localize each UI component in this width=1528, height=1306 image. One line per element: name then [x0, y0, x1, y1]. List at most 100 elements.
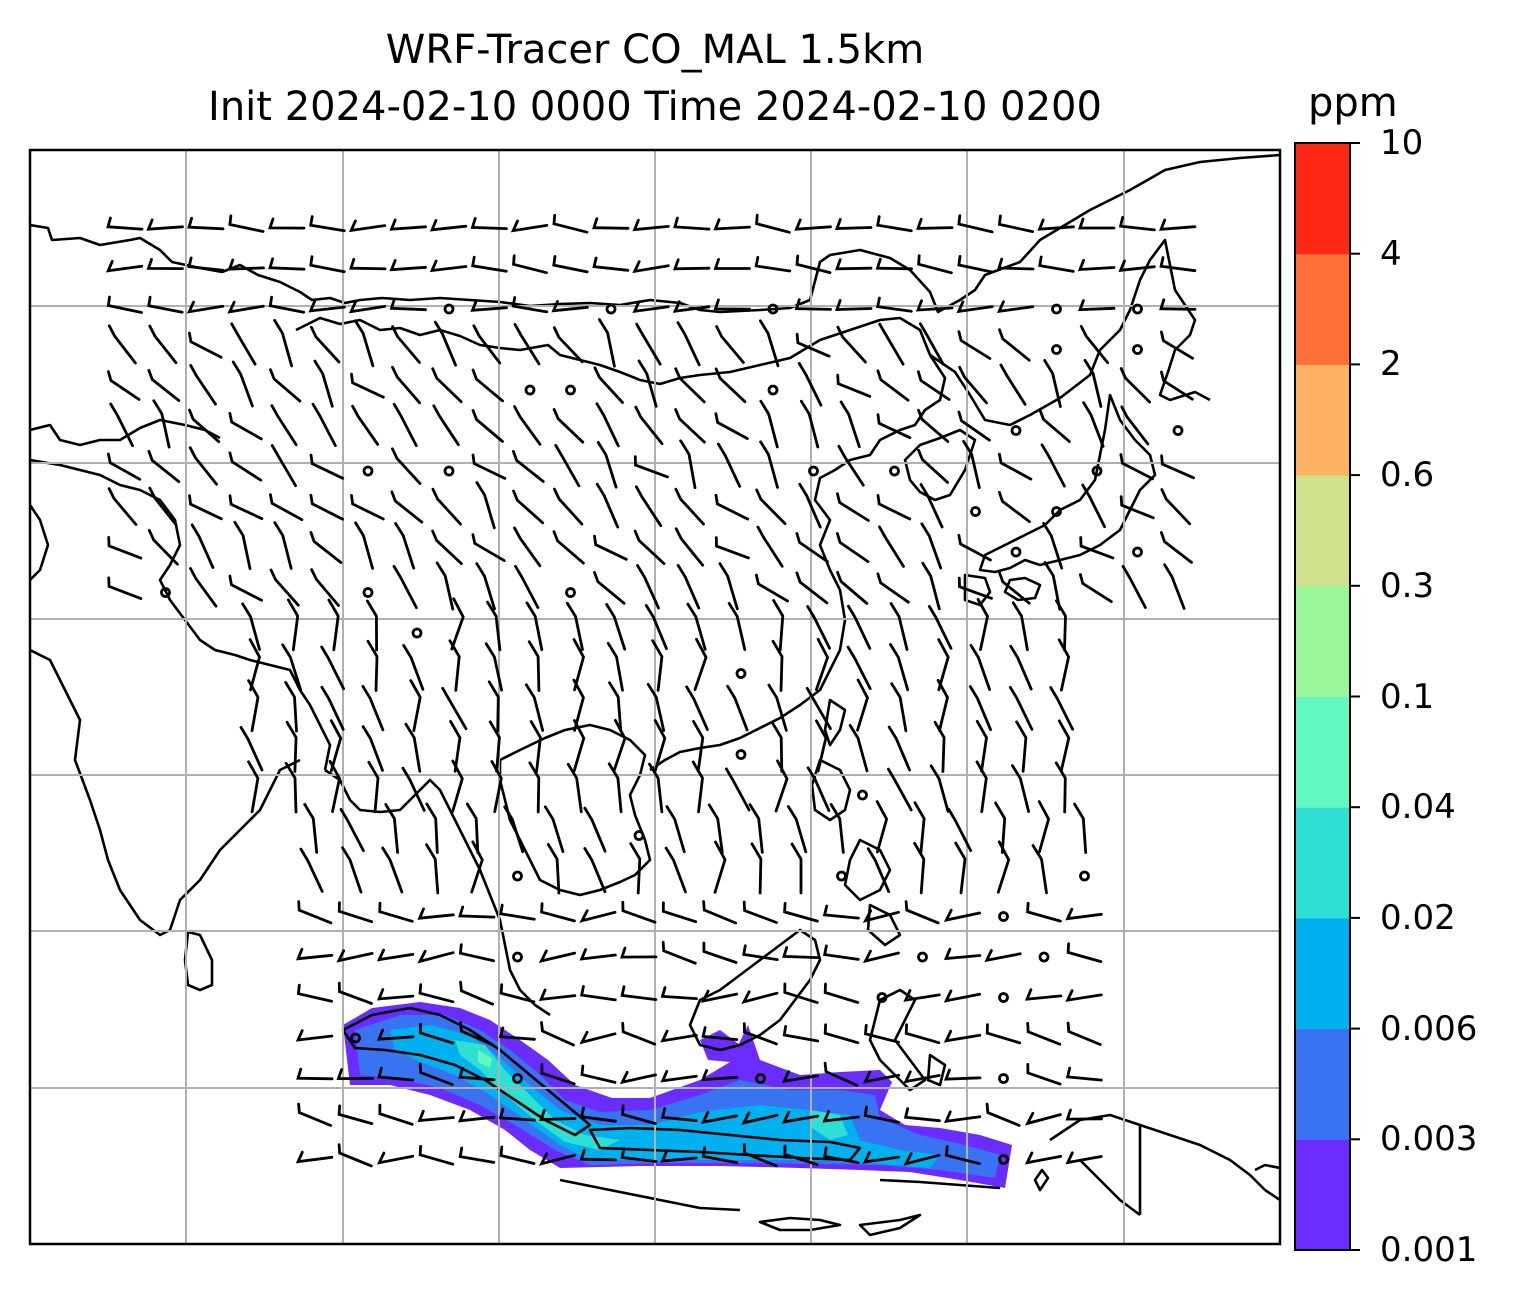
wind-barb: [1082, 401, 1105, 448]
wind-barb: [1118, 259, 1156, 272]
wind-barb: [808, 465, 819, 477]
wind-barb: [646, 682, 666, 732]
wind-barb: [1010, 546, 1022, 558]
wind-barb: [147, 295, 184, 314]
wind-barb: [937, 638, 950, 692]
wind-barb: [227, 300, 265, 314]
wind-barb: [527, 640, 541, 692]
wind-barb: [470, 299, 508, 312]
wind-barb: [362, 587, 374, 598]
wind-barb: [759, 399, 779, 449]
wind-barb: [713, 218, 751, 231]
wind-barb: [311, 402, 337, 447]
wind-barb: [836, 532, 870, 563]
wind-barb: [755, 213, 791, 234]
wind-barb: [188, 446, 218, 486]
wind-barb: [856, 678, 870, 732]
wind-barb: [376, 948, 415, 962]
wind-barb: [975, 719, 988, 773]
wind-barb: [742, 944, 779, 961]
wind-barb: [580, 1064, 617, 1084]
wind-barb: [390, 490, 424, 524]
wind-barb: [297, 900, 333, 925]
wind-barb: [1132, 344, 1143, 355]
wind-barb: [565, 601, 584, 651]
coastlines: [30, 153, 1280, 1237]
wind-barb: [1009, 644, 1033, 691]
wind-barb: [295, 947, 334, 961]
wind-barb: [634, 485, 663, 528]
colorbar-tick-label: 0.006: [1380, 1008, 1478, 1049]
wind-barb: [270, 404, 298, 447]
wind-barb: [889, 602, 909, 651]
wind-barb: [1011, 601, 1029, 652]
wind-barb: [660, 1150, 698, 1163]
wind-barb: [296, 1067, 334, 1081]
wind-barb: [957, 410, 991, 442]
wind-barb: [417, 1109, 455, 1123]
wind-barb: [107, 370, 141, 401]
wind-barb: [189, 567, 218, 608]
wind-barb: [676, 563, 701, 610]
wind-barb: [1079, 324, 1110, 365]
wind-barb: [836, 870, 847, 882]
wind-barb: [660, 1029, 698, 1043]
wind-barb: [432, 404, 460, 447]
wind-barb: [715, 325, 745, 364]
wind-barb: [376, 1028, 415, 1041]
wind-barb: [475, 562, 496, 611]
wind-barb: [619, 1070, 657, 1085]
wind-barb: [552, 326, 584, 364]
wind-barb: [470, 840, 484, 894]
wind-barb: [392, 402, 418, 447]
wind-barb: [441, 686, 468, 731]
wind-barb: [378, 1103, 414, 1126]
wind-barb: [1049, 686, 1074, 731]
wind-barb: [361, 685, 385, 732]
wind-barb: [903, 989, 941, 1002]
wind-barb: [702, 941, 738, 964]
wind-barb: [409, 679, 422, 733]
wind-barb: [107, 324, 137, 365]
wind-barb: [471, 368, 504, 403]
wind-barb: [394, 522, 416, 570]
wind-barb: [1057, 719, 1071, 773]
wind-barb: [782, 946, 820, 959]
wind-barb: [957, 534, 992, 562]
wind-barb: [510, 219, 549, 233]
wind-barb: [794, 218, 832, 231]
wind-barbs: [105, 213, 1197, 1168]
wind-barb: [367, 760, 380, 814]
wind-barb: [391, 325, 421, 364]
wind-barb: [797, 362, 823, 407]
wind-barb: [351, 404, 380, 446]
wind-barb: [1160, 531, 1193, 564]
wind-barb: [486, 600, 502, 652]
wind-barb: [691, 760, 704, 814]
wind-barb: [105, 259, 144, 273]
wind-barb: [572, 719, 586, 773]
wind-barb: [239, 726, 264, 772]
wind-barb: [795, 332, 831, 358]
wind-barb: [755, 1073, 766, 1084]
wind-barb: [593, 366, 624, 404]
wind-barb: [998, 571, 1031, 605]
wind-barb: [109, 402, 134, 448]
wind-barb: [875, 800, 889, 854]
wind-barb: [297, 1102, 333, 1127]
colorbar-segment: [1295, 585, 1350, 697]
wind-barb: [228, 214, 265, 233]
wind-barb: [376, 988, 415, 1001]
wind-barb: [943, 1068, 982, 1081]
wind-barb: [554, 443, 581, 488]
wind-barb: [1172, 425, 1184, 436]
wind-barb: [1065, 907, 1103, 921]
wind-barb: [919, 483, 944, 529]
wind-barb: [985, 1023, 1022, 1045]
wind-barb: [674, 367, 706, 404]
colorbar-segment: [1295, 1028, 1350, 1140]
wind-barb: [917, 951, 928, 963]
wind-barb: [1065, 1066, 1103, 1082]
wind-barb: [837, 444, 865, 487]
wind-barb: [968, 685, 992, 732]
